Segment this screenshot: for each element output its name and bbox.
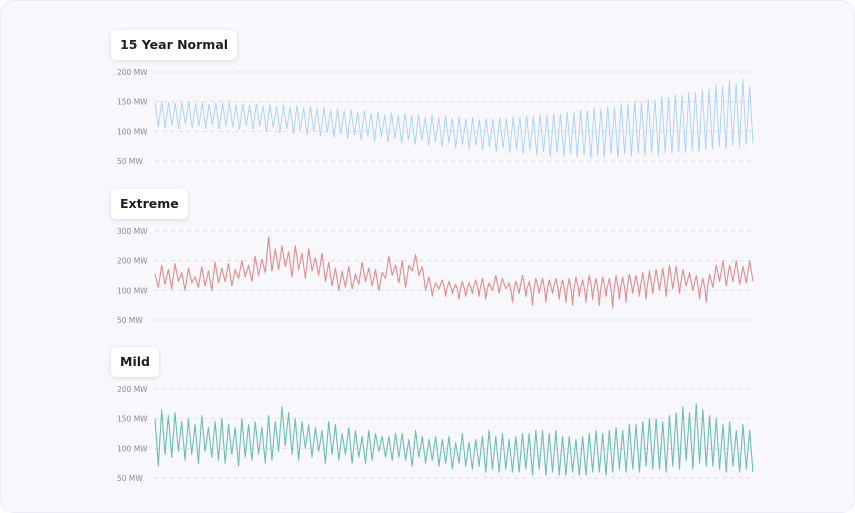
- line-chart-15-year-normal: 200 MW 150 MW 100 MW 50 MW: [117, 68, 754, 166]
- y-tick-label: 200 MW: [117, 257, 148, 266]
- chart-title: Mild: [111, 347, 159, 377]
- y-tick-label: 200 MW: [117, 385, 148, 394]
- series-line: [154, 403, 754, 476]
- panel-mild: Mild 200 MW 150 MW 100 MW 50 MW: [111, 347, 761, 497]
- line-chart-mild: 200 MW 150 MW 100 MW 50 MW: [117, 385, 754, 483]
- y-tick-label: 50 MW: [117, 316, 143, 325]
- y-tick-label: 100 MW: [117, 127, 148, 136]
- y-tick-label: 100 MW: [117, 444, 148, 453]
- y-tick-label: 150 MW: [117, 98, 148, 107]
- series-line: [154, 236, 754, 309]
- chart-title: 15 Year Normal: [111, 30, 238, 60]
- line-chart-extreme: 300 MW 200 MW 100 MW 50 MW: [117, 227, 754, 325]
- y-tick-label: 300 MW: [117, 227, 148, 236]
- panel-15-year-normal: 15 Year Normal 200 MW 150 MW 100 MW 50 MW: [111, 30, 761, 180]
- y-tick-label: 50 MW: [117, 474, 143, 483]
- panel-extreme: Extreme 300 MW 200 MW 100 MW 50 MW: [111, 189, 761, 339]
- series-line: [154, 78, 754, 160]
- chart-title: Extreme: [111, 189, 188, 219]
- y-tick-label: 200 MW: [117, 68, 148, 77]
- y-tick-label: 50 MW: [117, 157, 143, 166]
- y-tick-label: 150 MW: [117, 415, 148, 424]
- y-tick-label: 100 MW: [117, 286, 148, 295]
